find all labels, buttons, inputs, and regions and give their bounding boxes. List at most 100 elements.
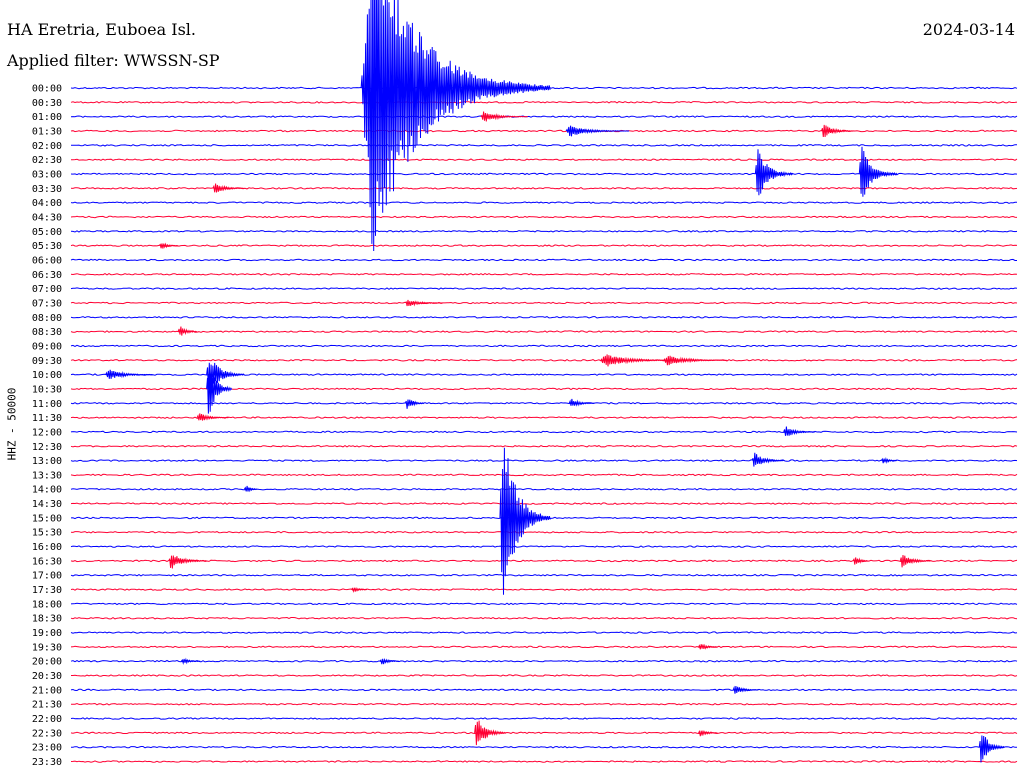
date-label: 2024-03-14 <box>922 20 1015 39</box>
trace-row-15 <box>70 301 1018 305</box>
seismic-event-19 <box>751 452 784 467</box>
seismic-event-7 <box>158 242 179 249</box>
seismic-event-8 <box>404 299 444 307</box>
trace-row-27 <box>70 473 1018 477</box>
trace-row-44 <box>70 717 1018 720</box>
seismic-event-31 <box>474 720 507 746</box>
row-time-label: 06:30 <box>32 270 62 281</box>
row-time-label: 05:30 <box>32 241 62 252</box>
row-time-label: 00:00 <box>32 84 62 95</box>
row-time-label: 20:00 <box>32 657 62 668</box>
trace-row-37 <box>70 616 1018 620</box>
trace-row-29 <box>70 502 1018 505</box>
row-time-label: 08:30 <box>32 327 62 338</box>
row-time-label: 10:30 <box>32 384 62 395</box>
trace-row-10 <box>70 230 1018 233</box>
row-time-label: 12:00 <box>32 427 62 438</box>
row-time-label: 06:00 <box>32 256 62 267</box>
row-time-label: 21:00 <box>32 685 62 696</box>
seismic-event-25 <box>899 554 932 568</box>
seismic-event-15 <box>404 399 425 409</box>
row-time-label: 22:30 <box>32 728 62 739</box>
trace-row-4 <box>71 144 1017 147</box>
trace-row-16 <box>70 316 1018 319</box>
seismic-event-21 <box>243 485 258 493</box>
row-time-label: 23:30 <box>32 757 62 768</box>
row-time-label: 09:00 <box>32 341 62 352</box>
row-time-label: 12:30 <box>32 442 62 453</box>
trace-row-13 <box>70 273 1018 276</box>
row-time-label: 11:30 <box>32 413 62 424</box>
trace-row-41 <box>71 674 1018 677</box>
trace-row-26 <box>70 459 1018 462</box>
row-time-label: 00:30 <box>32 98 62 109</box>
seismic-event-16 <box>568 398 595 407</box>
row-time-label: 16:30 <box>32 556 62 567</box>
seismic-event-6 <box>212 183 245 193</box>
trace-row-38 <box>70 631 1018 634</box>
row-time-label: 17:00 <box>32 571 62 582</box>
seismic-event-27 <box>698 643 718 650</box>
row-time-label: 14:00 <box>32 485 62 496</box>
row-time-label: 22:00 <box>32 714 62 725</box>
trace-row-43 <box>70 702 1018 706</box>
row-time-label: 07:00 <box>32 284 62 295</box>
trace-row-8 <box>70 201 1018 204</box>
row-time-label: 01:30 <box>32 127 62 138</box>
seismic-event-20 <box>880 456 897 464</box>
row-time-label: 11:00 <box>32 399 62 410</box>
trace-row-34 <box>70 573 1018 577</box>
row-time-label: 03:30 <box>32 184 62 195</box>
row-time-label: 15:00 <box>32 513 62 524</box>
row-time-label: 14:30 <box>32 499 62 510</box>
seismic-event-32 <box>698 730 718 737</box>
seismic-event-17 <box>196 413 229 421</box>
row-time-label: 20:30 <box>32 671 62 682</box>
trace-row-12 <box>70 258 1017 262</box>
trace-row-40 <box>70 659 1018 663</box>
trace-row-23 <box>70 416 1018 419</box>
seismic-event-28 <box>181 657 201 665</box>
seismic-event-22 <box>499 447 551 595</box>
filter-label: Applied filter: WWSSN-SP <box>7 51 220 70</box>
seismic-event-24 <box>852 557 869 565</box>
seismic-event-0 <box>360 0 551 252</box>
trace-row-47 <box>70 760 1018 763</box>
trace-row-1 <box>70 100 1018 104</box>
row-time-label: 08:00 <box>32 313 62 324</box>
row-time-label: 04:00 <box>32 198 62 209</box>
row-time-label: 18:30 <box>32 614 62 625</box>
trace-row-5 <box>71 158 1018 161</box>
row-time-label: 09:30 <box>32 356 62 367</box>
seismic-event-11 <box>663 355 727 366</box>
row-time-label: 10:00 <box>32 370 62 381</box>
seismic-event-23 <box>168 555 207 569</box>
trace-row-33 <box>70 559 1018 563</box>
trace-row-22 <box>70 402 1018 405</box>
row-time-label: 23:00 <box>32 743 62 754</box>
station-title: HA Eretria, Euboea Isl. <box>7 20 196 39</box>
seismic-event-4 <box>754 149 794 196</box>
seismic-event-2 <box>565 125 630 137</box>
seismic-event-9 <box>177 326 198 336</box>
row-time-label: 03:00 <box>32 170 62 181</box>
seismic-event-13 <box>206 362 245 390</box>
row-time-label: 05:00 <box>32 227 62 238</box>
row-time-label: 01:00 <box>32 112 62 123</box>
trace-row-9 <box>70 215 1018 219</box>
trace-row-36 <box>70 602 1018 606</box>
row-time-label: 19:00 <box>32 628 62 639</box>
trace-row-2 <box>70 115 1018 118</box>
trace-row-19 <box>70 359 1018 362</box>
row-time-label: 19:30 <box>32 642 62 653</box>
row-time-label: 13:30 <box>32 470 62 481</box>
trace-row-28 <box>70 487 1018 491</box>
trace-row-32 <box>70 545 1018 548</box>
row-time-label: 16:00 <box>32 542 62 553</box>
seismic-event-3 <box>821 124 854 138</box>
row-time-label: 15:30 <box>32 528 62 539</box>
trace-row-14 <box>70 287 1018 290</box>
row-time-label: 21:30 <box>32 700 62 711</box>
